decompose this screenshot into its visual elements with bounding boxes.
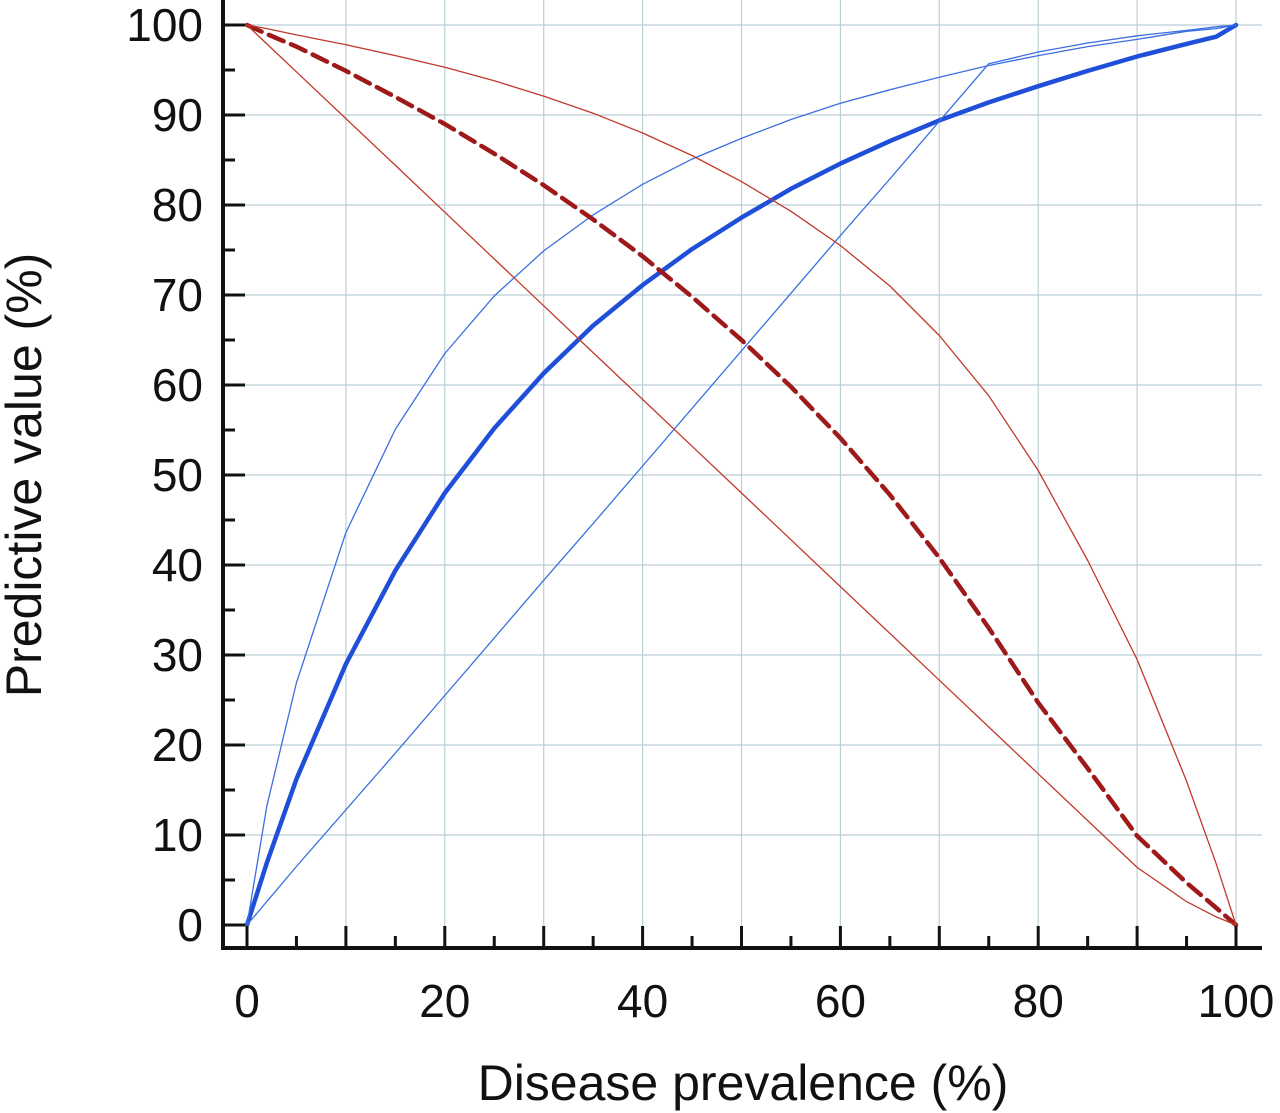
y-tick-label: 80 <box>152 179 203 231</box>
series-line-3 <box>246 24 1237 926</box>
x-tick-label: 40 <box>617 975 668 1027</box>
y-tick-label: 30 <box>152 629 203 681</box>
x-tick-label: 20 <box>419 975 470 1027</box>
series-line-4 <box>244 22 1239 928</box>
x-axis-title: Disease prevalence (%) <box>478 1055 1009 1111</box>
x-tick-label: 60 <box>815 975 866 1027</box>
tick-labels: 0 10 20 30 40 50 60 70 80 90 100 0 20 40 60 80 100 <box>126 0 1274 1027</box>
y-tick-label: 10 <box>152 809 203 861</box>
y-tick-label: 50 <box>152 449 203 501</box>
grid-lines <box>223 0 1262 948</box>
y-tick-label: 40 <box>152 539 203 591</box>
series-line-5 <box>246 24 1237 926</box>
y-tick-label: 100 <box>126 0 203 51</box>
y-tick-label: 90 <box>152 89 203 141</box>
y-axis-title: Predictive value (%) <box>0 253 52 698</box>
series-line-6 <box>246 24 1237 926</box>
series-line-1 <box>244 22 1239 928</box>
x-tick-label: 100 <box>1198 975 1275 1027</box>
axes <box>221 0 1262 950</box>
y-tick-label: 20 <box>152 719 203 771</box>
y-tick-label: 0 <box>177 899 203 951</box>
x-tick-label: 80 <box>1013 975 1064 1027</box>
x-tick-label: 0 <box>234 975 260 1027</box>
y-tick-label: 60 <box>152 359 203 411</box>
series-line-2 <box>246 24 1237 926</box>
series-lines <box>244 22 1239 928</box>
y-tick-label: 70 <box>152 269 203 321</box>
